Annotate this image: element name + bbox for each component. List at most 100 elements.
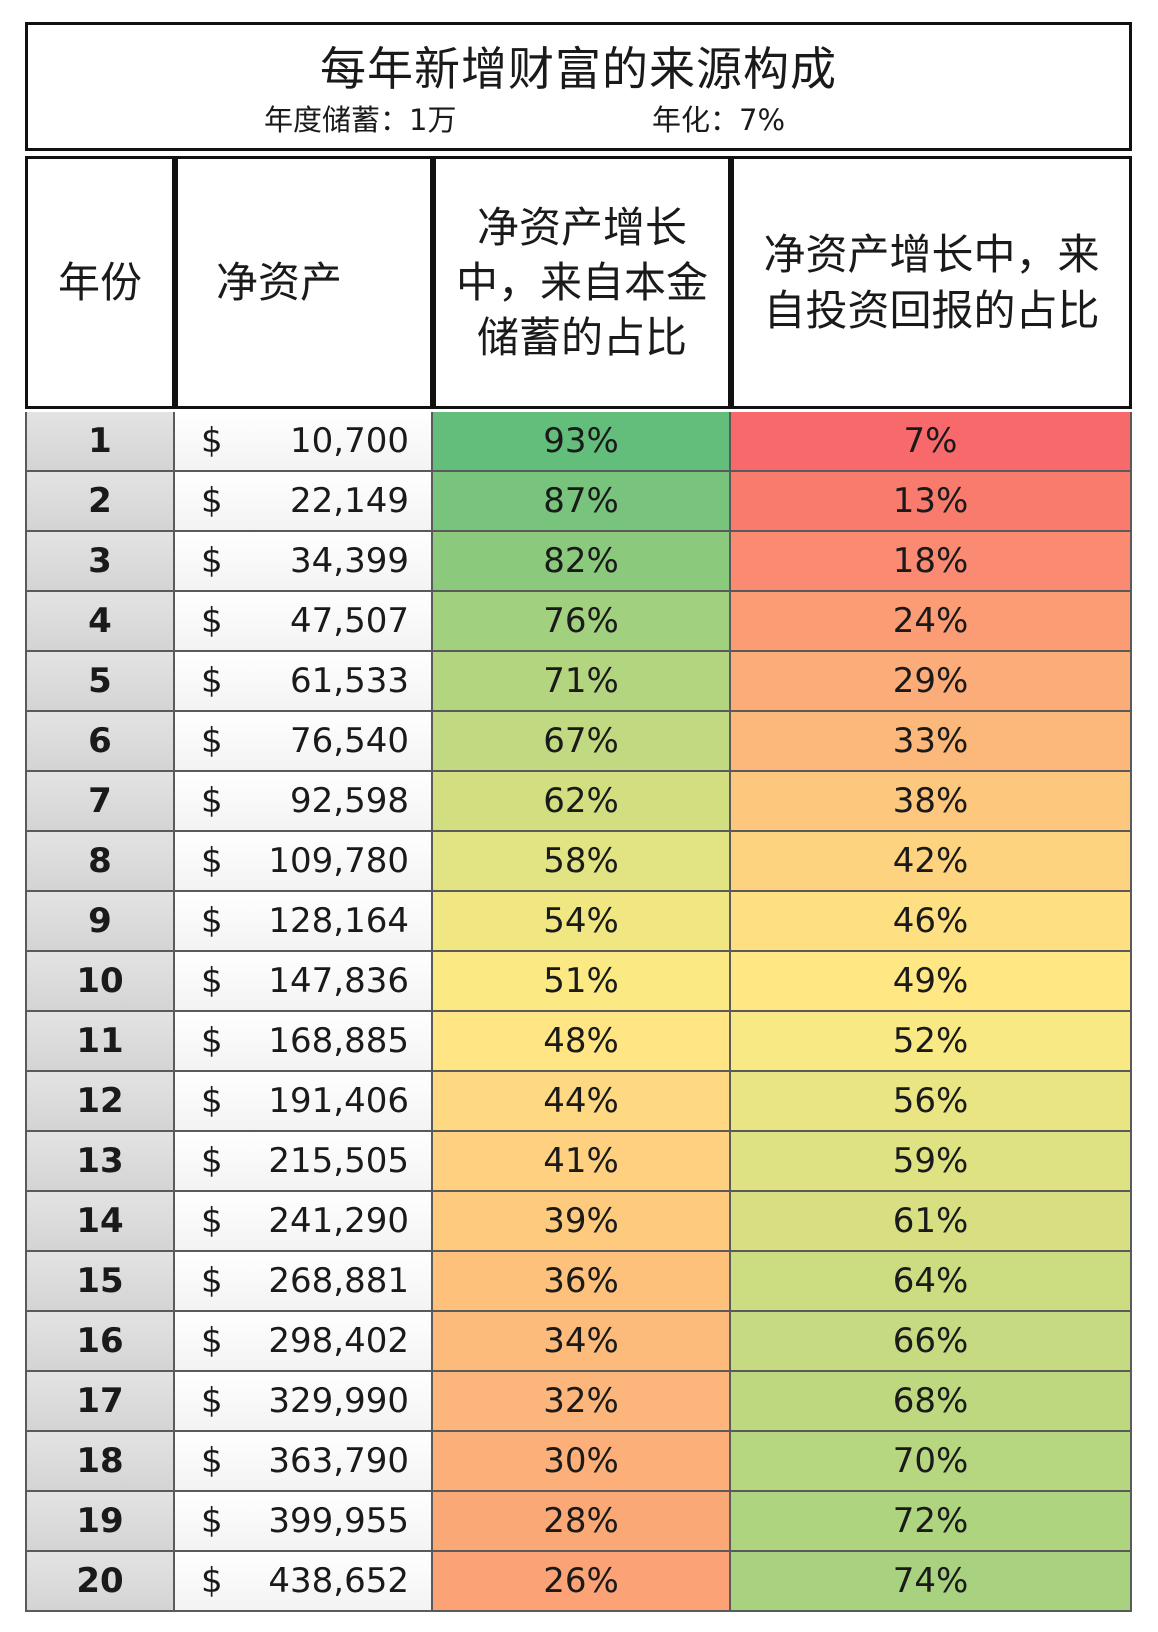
net-worth-value: 76,540: [290, 721, 409, 761]
year-cell: 15: [25, 1252, 175, 1312]
data-table-body: 1 $10,700 93% 7% 2 $22,149 87% 13% 3 $34,399 82% 18…: [25, 412, 1132, 1612]
savings-share-cell: 44%: [433, 1072, 731, 1132]
investment-share-cell: 74%: [731, 1552, 1132, 1612]
net-worth-cell: $241,290: [175, 1192, 433, 1252]
net-worth-value: 10,700: [290, 421, 409, 461]
table-row: 14 $241,290 39% 61%: [25, 1192, 1132, 1252]
net-worth-value: 399,955: [268, 1501, 409, 1541]
currency-symbol: $: [201, 841, 223, 881]
net-worth-cell: $168,885: [175, 1012, 433, 1072]
currency-symbol: $: [201, 421, 223, 461]
currency-symbol: $: [201, 481, 223, 521]
currency-symbol: $: [201, 1261, 223, 1301]
net-worth-value: 241,290: [268, 1201, 409, 1241]
net-worth-value: 268,881: [268, 1261, 409, 1301]
net-worth-cell: $34,399: [175, 532, 433, 592]
header-investment-share-label: 净资产增长中，来自投资回报的占比: [763, 229, 1100, 335]
savings-share-cell: 30%: [433, 1432, 731, 1492]
savings-share-cell: 26%: [433, 1552, 731, 1612]
net-worth-cell: $438,652: [175, 1552, 433, 1612]
net-worth-value: 363,790: [268, 1441, 409, 1481]
header-year: 年份: [25, 156, 175, 409]
table-row: 10 $147,836 51% 49%: [25, 952, 1132, 1012]
header-net-worth: 净资产: [175, 156, 433, 409]
savings-share-cell: 58%: [433, 832, 731, 892]
investment-share-cell: 18%: [731, 532, 1132, 592]
investment-share-cell: 42%: [731, 832, 1132, 892]
net-worth-cell: $215,505: [175, 1132, 433, 1192]
table-row: 20 $438,652 26% 74%: [25, 1552, 1132, 1612]
table-row: 5 $61,533 71% 29%: [25, 652, 1132, 712]
net-worth-cell: $191,406: [175, 1072, 433, 1132]
net-worth-cell: $10,700: [175, 412, 433, 472]
net-worth-value: 438,652: [268, 1561, 409, 1601]
table-row: 16 $298,402 34% 66%: [25, 1312, 1132, 1372]
savings-share-cell: 71%: [433, 652, 731, 712]
savings-share-cell: 62%: [433, 772, 731, 832]
table-row: 4 $47,507 76% 24%: [25, 592, 1132, 652]
year-cell: 17: [25, 1372, 175, 1432]
currency-symbol: $: [201, 601, 223, 641]
year-cell: 2: [25, 472, 175, 532]
table-row: 13 $215,505 41% 59%: [25, 1132, 1132, 1192]
table-row: 15 $268,881 36% 64%: [25, 1252, 1132, 1312]
savings-share-cell: 82%: [433, 532, 731, 592]
investment-share-cell: 24%: [731, 592, 1132, 652]
header-year-label: 年份: [57, 257, 142, 307]
year-cell: 16: [25, 1312, 175, 1372]
investment-share-cell: 72%: [731, 1492, 1132, 1552]
savings-share-cell: 93%: [433, 412, 731, 472]
net-worth-value: 298,402: [268, 1321, 409, 1361]
savings-share-cell: 34%: [433, 1312, 731, 1372]
year-cell: 20: [25, 1552, 175, 1612]
table-row: 2 $22,149 87% 13%: [25, 472, 1132, 532]
net-worth-value: 168,885: [268, 1021, 409, 1061]
investment-share-cell: 56%: [731, 1072, 1132, 1132]
investment-share-cell: 70%: [731, 1432, 1132, 1492]
net-worth-value: 61,533: [290, 661, 409, 701]
table-row: 9 $128,164 54% 46%: [25, 892, 1132, 952]
savings-share-cell: 48%: [433, 1012, 731, 1072]
net-worth-cell: $128,164: [175, 892, 433, 952]
table-row: 6 $76,540 67% 33%: [25, 712, 1132, 772]
net-worth-cell: $399,955: [175, 1492, 433, 1552]
currency-symbol: $: [201, 961, 223, 1001]
table-row: 8 $109,780 58% 42%: [25, 832, 1132, 892]
year-cell: 10: [25, 952, 175, 1012]
net-worth-cell: $147,836: [175, 952, 433, 1012]
net-worth-cell: $298,402: [175, 1312, 433, 1372]
savings-share-cell: 51%: [433, 952, 731, 1012]
investment-share-cell: 29%: [731, 652, 1132, 712]
year-cell: 3: [25, 532, 175, 592]
year-cell: 18: [25, 1432, 175, 1492]
annual-return-label: 年化：7%: [652, 103, 786, 137]
title-box: 每年新增财富的来源构成 年度储蓄：1万 年化：7%: [25, 22, 1132, 151]
year-cell: 12: [25, 1072, 175, 1132]
table-row: 18 $363,790 30% 70%: [25, 1432, 1132, 1492]
year-cell: 4: [25, 592, 175, 652]
table-row: 7 $92,598 62% 38%: [25, 772, 1132, 832]
investment-share-cell: 68%: [731, 1372, 1132, 1432]
investment-share-cell: 61%: [731, 1192, 1132, 1252]
currency-symbol: $: [201, 661, 223, 701]
currency-symbol: $: [201, 1441, 223, 1481]
net-worth-value: 128,164: [268, 901, 409, 941]
table-row: 11 $168,885 48% 52%: [25, 1012, 1132, 1072]
table-row: 1 $10,700 93% 7%: [25, 412, 1132, 472]
table-row: 12 $191,406 44% 56%: [25, 1072, 1132, 1132]
investment-share-cell: 38%: [731, 772, 1132, 832]
investment-share-cell: 52%: [731, 1012, 1132, 1072]
investment-share-cell: 59%: [731, 1132, 1132, 1192]
investment-share-cell: 13%: [731, 472, 1132, 532]
investment-share-cell: 49%: [731, 952, 1132, 1012]
currency-symbol: $: [201, 1321, 223, 1361]
net-worth-value: 47,507: [290, 601, 409, 641]
net-worth-value: 34,399: [290, 541, 409, 581]
net-worth-cell: $109,780: [175, 832, 433, 892]
investment-share-cell: 66%: [731, 1312, 1132, 1372]
year-cell: 7: [25, 772, 175, 832]
savings-share-cell: 32%: [433, 1372, 731, 1432]
table-row: 19 $399,955 28% 72%: [25, 1492, 1132, 1552]
year-cell: 9: [25, 892, 175, 952]
net-worth-cell: $329,990: [175, 1372, 433, 1432]
